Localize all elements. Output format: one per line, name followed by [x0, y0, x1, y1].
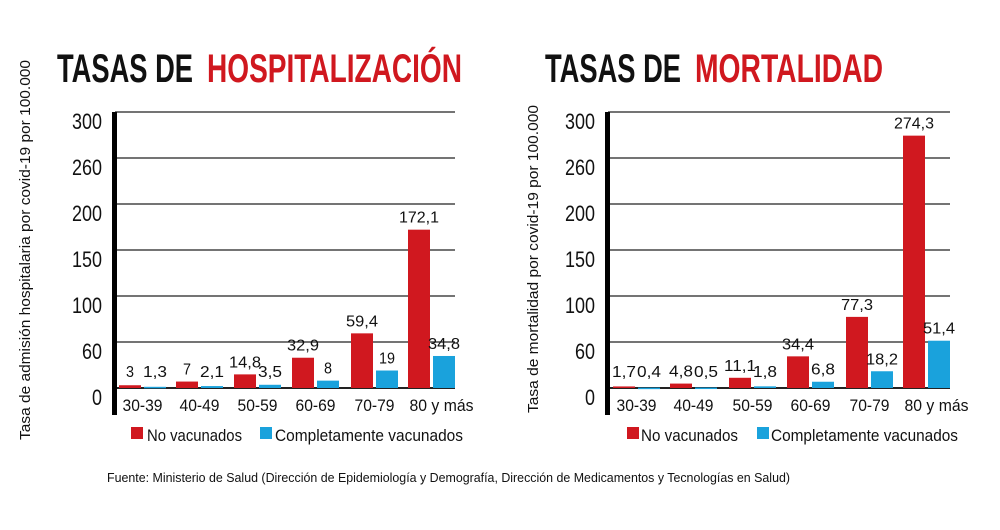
- mort-bar-vaccinated: [754, 386, 776, 388]
- legend-label-vaccinated: Completamente vacunados: [275, 426, 463, 445]
- legend-label-unvaccinated: No vacunados: [147, 426, 242, 445]
- hosp-bar-vaccinated: [317, 380, 339, 388]
- mort-x-tick-label: 70-79: [850, 396, 890, 415]
- mort-bar-vaccinated: [812, 381, 834, 388]
- mort-data-label: 0,5: [694, 364, 718, 381]
- mort-title-prefix: TASAS DE: [545, 47, 681, 91]
- hosp-data-label: 14,8: [229, 354, 261, 371]
- hosp-y-tick-label: 260: [72, 155, 102, 180]
- legend-label-vaccinated: Completamente vacunados: [771, 426, 958, 445]
- mort-bar-unvaccinated: [670, 383, 692, 388]
- hosp-data-label: 19: [379, 351, 395, 368]
- hospitalization-chart: 0 60 100 150 200 260 300 3 1,3 30-39 7 2,1 40-49 14,8…: [72, 109, 474, 415]
- hosp-data-label: 8: [324, 361, 332, 378]
- mort-data-label: 0,4: [637, 364, 661, 381]
- mort-data-label: 51,4: [923, 321, 955, 338]
- mort-y-tick-label: 300: [565, 109, 595, 134]
- mort-bar-unvaccinated: [729, 377, 751, 388]
- hosp-x-tick-label: 60-69: [296, 396, 336, 415]
- mort-bar-vaccinated: [871, 371, 893, 388]
- mort-bar-vaccinated: [695, 387, 717, 390]
- mort-x-tick-label: 40-49: [674, 396, 714, 415]
- hosp-data-label: 2,1: [200, 364, 224, 381]
- legend-swatch-unvaccinated: [627, 427, 639, 439]
- mort-y-tick-label: 260: [565, 155, 595, 180]
- legend-label-unvaccinated: No vacunados: [641, 426, 738, 445]
- mort-data-label: 11,1: [724, 358, 756, 375]
- hosp-data-label: 1,3: [143, 364, 167, 381]
- hosp-x-tick-label: 70-79: [355, 396, 395, 415]
- hosp-y-tick-label: 150: [72, 247, 102, 272]
- mort-data-label: 18,2: [866, 351, 898, 368]
- hosp-bar-unvaccinated: [408, 229, 430, 388]
- mort-bar-vaccinated: [928, 340, 950, 388]
- hosp-x-tick-label: 80 y más: [410, 396, 474, 415]
- hosp-y-tick-label: 60: [82, 339, 102, 364]
- mort-y-axis: [605, 112, 610, 415]
- hosp-data-label: 59,4: [346, 313, 378, 330]
- mort-x-tick-label: 80 y más: [905, 396, 969, 415]
- hosp-x-tick-label: 30-39: [123, 396, 163, 415]
- hosp-y-axis: [112, 112, 117, 415]
- mort-x-tick-label: 50-59: [733, 396, 773, 415]
- hosp-bar-unvaccinated: [234, 374, 256, 388]
- hosp-data-label: 34,8: [428, 336, 460, 353]
- mort-bar-unvaccinated: [846, 316, 868, 388]
- hosp-data-label: 3: [126, 364, 134, 381]
- mort-data-label: 4,8: [669, 364, 693, 381]
- hosp-bar-vaccinated: [144, 386, 166, 389]
- hosp-bar-vaccinated: [201, 386, 223, 388]
- hosp-y-tick-label: 100: [72, 293, 102, 318]
- mort-data-label: 77,3: [841, 297, 873, 314]
- mort-data-label: 274,3: [894, 116, 934, 133]
- mort-y-tick-label: 60: [575, 339, 595, 364]
- mort-data-label: 1,7: [612, 364, 636, 381]
- mort-bar-unvaccinated: [903, 135, 925, 388]
- hosp-y-axis-label: Tasa de admisión hospitalaria por covid-…: [17, 60, 34, 440]
- mort-data-label: 6,8: [811, 362, 835, 379]
- mort-data-label: 34,4: [782, 336, 814, 353]
- mort-x-tick-label: 60-69: [791, 396, 831, 415]
- hosp-title-prefix: TASAS DE: [57, 47, 193, 91]
- hosp-bar-unvaccinated: [119, 385, 141, 388]
- mort-y-tick-label: 100: [565, 293, 595, 318]
- hosp-data-label: 7: [183, 362, 191, 379]
- hosp-x-tick-label: 40-49: [180, 396, 220, 415]
- mort-x-tick-label: 30-39: [617, 396, 657, 415]
- hosp-bar-unvaccinated: [176, 381, 198, 388]
- mort-bar-unvaccinated: [613, 386, 635, 388]
- hosp-data-label: 172,1: [399, 210, 439, 227]
- hosp-bar-vaccinated: [376, 370, 398, 388]
- mort-y-tick-label: 200: [565, 201, 595, 226]
- legend-swatch-vaccinated: [260, 427, 272, 439]
- hosp-data-label: 32,9: [287, 338, 319, 355]
- hosp-bar-unvaccinated: [292, 357, 314, 388]
- legend-swatch-vaccinated: [757, 427, 769, 439]
- hosp-title-highlight: HOSPITALIZACIÓN: [207, 45, 462, 91]
- hosp-bar-vaccinated: [259, 384, 281, 388]
- mort-bar-unvaccinated: [787, 356, 809, 388]
- mort-title-highlight: MORTALIDAD: [695, 47, 883, 91]
- hosp-y-tick-label: 200: [72, 201, 102, 226]
- source-note: Fuente: Ministerio de Salud (Dirección d…: [107, 471, 790, 485]
- mort-data-label: 1,8: [753, 364, 777, 381]
- hosp-x-tick-label: 50-59: [238, 396, 278, 415]
- hosp-y-tick-label: 0: [92, 385, 102, 410]
- legend-swatch-unvaccinated: [131, 427, 143, 439]
- mort-y-axis-label: Tasa de mortalidad por covid-19 por 100.…: [525, 105, 542, 413]
- mortality-chart: 0 60 100 150 200 260 300 1,7 0,4 30-39 4,8 0,5 40-49…: [565, 109, 969, 415]
- hosp-data-label: 3,5: [258, 364, 282, 381]
- mort-bar-vaccinated: [638, 387, 660, 390]
- hosp-bar-vaccinated: [433, 355, 455, 388]
- mort-y-tick-label: 0: [585, 385, 595, 410]
- mort-y-tick-label: 150: [565, 247, 595, 272]
- hosp-y-tick-label: 300: [72, 109, 102, 134]
- hosp-bar-unvaccinated: [351, 333, 373, 388]
